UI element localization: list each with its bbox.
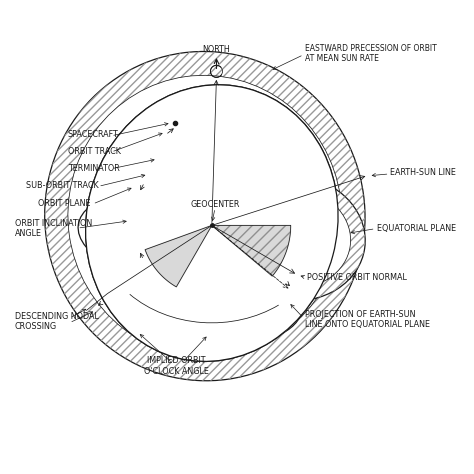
Text: PROJECTION OF EARTH-SUN
LINE ONTO EQUATORIAL PLANE: PROJECTION OF EARTH-SUN LINE ONTO EQUATO… — [305, 310, 429, 329]
Ellipse shape — [86, 85, 338, 361]
Text: EQUATORIAL PLANE: EQUATORIAL PLANE — [376, 224, 456, 233]
Ellipse shape — [173, 281, 242, 325]
Text: IMPLIED ORBIT
O'CLOCK ANGLE: IMPLIED ORBIT O'CLOCK ANGLE — [144, 356, 209, 376]
Ellipse shape — [156, 268, 286, 336]
Ellipse shape — [121, 163, 192, 288]
Ellipse shape — [92, 117, 211, 325]
Text: DESCENDING NODAL
CROSSING: DESCENDING NODAL CROSSING — [15, 312, 99, 331]
Ellipse shape — [140, 260, 302, 344]
Text: POSITIVE ORBIT NORMAL: POSITIVE ORBIT NORMAL — [307, 273, 407, 283]
Ellipse shape — [102, 148, 185, 283]
Text: NORTH: NORTH — [202, 45, 230, 54]
Ellipse shape — [154, 94, 291, 185]
Text: ORBIT TRACK: ORBIT TRACK — [68, 146, 121, 155]
Ellipse shape — [45, 52, 365, 381]
Ellipse shape — [219, 175, 365, 301]
Text: ORBIT PLANE: ORBIT PLANE — [38, 199, 91, 208]
Text: SPACECRAFT: SPACECRAFT — [68, 130, 118, 139]
Text: GEOCENTER: GEOCENTER — [191, 200, 240, 209]
Text: EARTH-SUN LINE: EARTH-SUN LINE — [391, 168, 456, 177]
Polygon shape — [212, 226, 291, 276]
Ellipse shape — [86, 85, 338, 361]
Ellipse shape — [68, 75, 342, 357]
Ellipse shape — [169, 104, 276, 175]
Text: SUB-ORBIT TRACK: SUB-ORBIT TRACK — [26, 182, 99, 191]
Ellipse shape — [78, 185, 350, 299]
Text: EASTWARD PRECESSION OF ORBIT
AT MEAN SUN RATE: EASTWARD PRECESSION OF ORBIT AT MEAN SUN… — [305, 44, 437, 64]
Polygon shape — [145, 226, 212, 287]
Text: TERMINATOR: TERMINATOR — [68, 164, 120, 173]
Ellipse shape — [125, 176, 172, 254]
Ellipse shape — [234, 188, 351, 288]
Text: ORBIT INCLINATION
ANGLE: ORBIT INCLINATION ANGLE — [15, 219, 92, 238]
Ellipse shape — [105, 140, 198, 301]
